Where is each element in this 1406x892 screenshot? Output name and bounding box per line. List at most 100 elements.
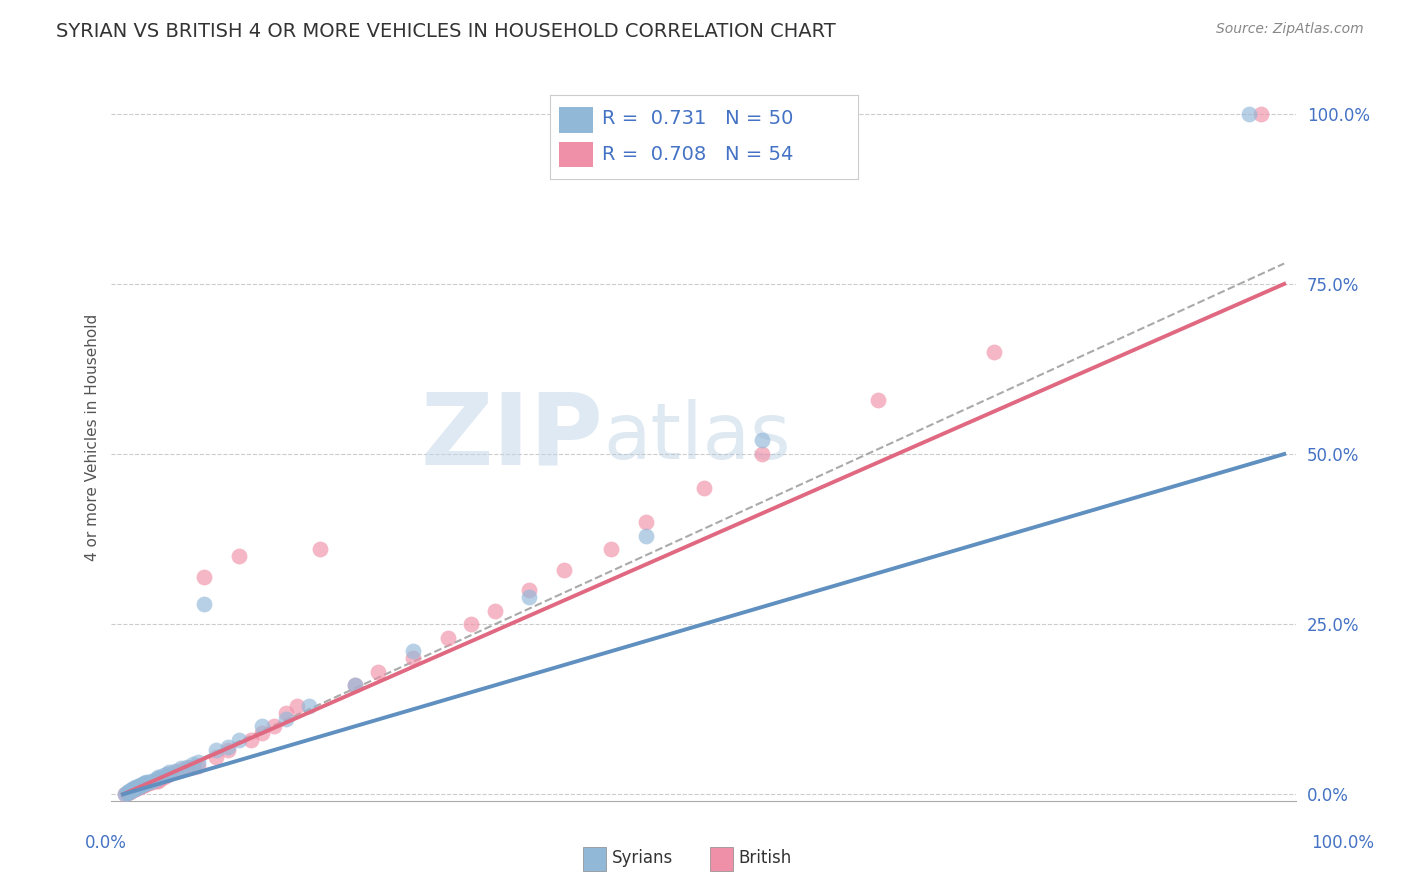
Point (149, 770, 172, 784)
Point (128, 779, 150, 793)
Point (599, 542, 621, 557)
Point (125, 780, 148, 795)
Point (181, 760, 204, 774)
Point (122, 781, 145, 796)
Point (176, 760, 198, 774)
Point (205, 743, 228, 757)
Point (118, 784, 141, 798)
Point (138, 775, 160, 789)
Point (751, 434, 773, 448)
Point (129, 780, 152, 795)
Point (634, 515, 657, 529)
Point (519, 583, 541, 598)
Point (252, 726, 274, 740)
Point (402, 651, 425, 665)
Point (118, 784, 141, 798)
Point (437, 631, 460, 645)
Point (274, 713, 297, 727)
Text: ZIP: ZIP (420, 389, 603, 485)
Point (751, 447, 773, 461)
Point (187, 755, 209, 769)
Point (309, 542, 332, 557)
Point (285, 698, 308, 713)
Point (298, 698, 321, 713)
Point (205, 749, 228, 764)
Point (117, 785, 139, 799)
Point (131, 779, 153, 793)
Point (252, 719, 274, 733)
Point (146, 773, 169, 788)
Point (692, 481, 714, 495)
Text: Source: ZipAtlas.com: Source: ZipAtlas.com (1216, 22, 1364, 37)
Point (121, 783, 143, 797)
Text: Syrians: Syrians (612, 849, 673, 867)
Point (176, 761, 198, 775)
Point (127, 780, 149, 794)
Point (135, 776, 157, 790)
Point (129, 779, 152, 793)
Point (181, 756, 204, 771)
Point (121, 782, 143, 797)
Point (145, 772, 167, 787)
Point (193, 569, 215, 583)
Point (402, 644, 425, 658)
Point (124, 781, 146, 796)
Point (553, 563, 575, 577)
Text: SYRIAN VS BRITISH 4 OR MORE VEHICLES IN HOUSEHOLD CORRELATION CHART: SYRIAN VS BRITISH 4 OR MORE VEHICLES IN … (56, 22, 837, 41)
Point (460, 617, 482, 632)
Point (484, 603, 506, 617)
Point (118, 784, 141, 798)
Point (156, 768, 179, 782)
Point (141, 773, 163, 788)
Point (120, 784, 142, 798)
Point (1239, 107, 1261, 121)
Point (1250, 107, 1272, 121)
Point (146, 770, 169, 784)
Point (634, 529, 657, 543)
Point (983, 345, 1005, 359)
Y-axis label: 4 or more Vehicles in Household: 4 or more Vehicles in Household (86, 313, 100, 561)
Point (124, 781, 146, 796)
Point (193, 597, 215, 611)
Point (135, 775, 157, 789)
Point (217, 739, 239, 754)
Point (228, 732, 250, 747)
Text: British: British (738, 849, 792, 867)
Point (217, 743, 239, 757)
Point (344, 678, 367, 692)
Point (344, 678, 367, 692)
Point (519, 590, 541, 604)
Point (132, 777, 155, 791)
Point (132, 776, 155, 790)
Text: 100.0%: 100.0% (1312, 834, 1374, 852)
Point (115, 786, 138, 800)
Point (152, 768, 174, 782)
Point (367, 665, 389, 679)
Point (152, 770, 174, 784)
Point (114, 787, 136, 801)
Point (149, 772, 172, 787)
Point (118, 784, 141, 798)
Point (145, 773, 167, 788)
Point (124, 782, 146, 797)
Point (274, 706, 297, 720)
Point (866, 392, 889, 407)
Point (120, 783, 142, 797)
Point (156, 767, 179, 781)
Point (263, 719, 285, 733)
Point (132, 779, 155, 793)
Point (122, 782, 145, 797)
Point (117, 785, 139, 799)
Text: 0.0%: 0.0% (84, 834, 127, 852)
Text: atlas: atlas (603, 399, 790, 475)
Point (127, 780, 149, 795)
Point (118, 784, 141, 798)
Point (125, 781, 148, 796)
Point (129, 779, 152, 793)
Point (138, 776, 160, 790)
Point (131, 778, 153, 792)
Point (124, 780, 146, 795)
Point (228, 549, 250, 563)
Point (170, 764, 193, 778)
Point (135, 777, 157, 791)
